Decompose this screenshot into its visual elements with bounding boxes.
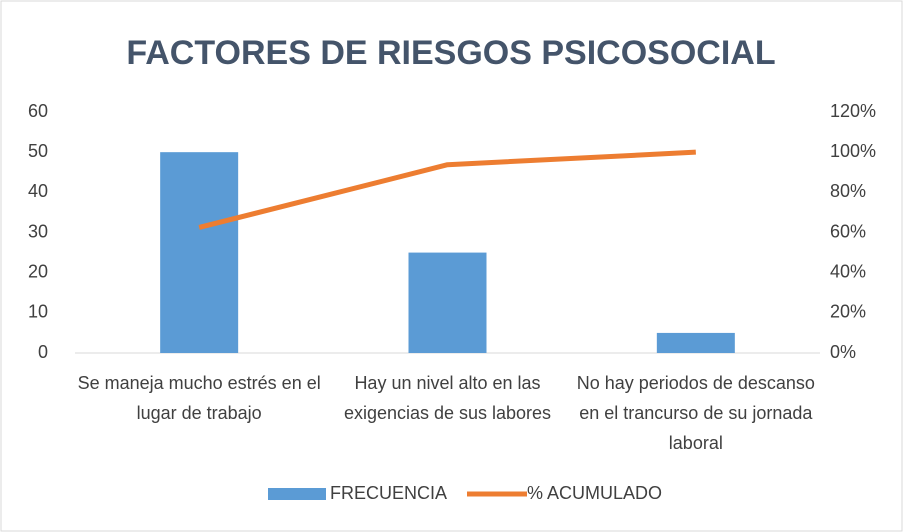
chart-title: FACTORES DE RIESGOS PSICOSOCIAL bbox=[126, 34, 775, 72]
y-tick-label: 10 bbox=[28, 302, 48, 322]
bar bbox=[656, 332, 735, 353]
bar bbox=[160, 152, 239, 353]
x-tick-label: Hay un nivel alto en las exigencias de s… bbox=[343, 373, 552, 423]
y-tick-label: 0 bbox=[38, 342, 48, 362]
line bbox=[198, 149, 696, 230]
x-tick-label: No hay periodos de descanso en el trancu… bbox=[576, 373, 815, 453]
y2-tick-label: 80% bbox=[830, 181, 866, 201]
y2-tick-label: 0% bbox=[830, 342, 856, 362]
y2-tick-label: 60% bbox=[830, 221, 866, 241]
y-tick-label: 60 bbox=[28, 101, 48, 121]
y2-tick-label: 40% bbox=[830, 261, 866, 281]
y2-tick-label: 20% bbox=[830, 302, 866, 322]
y-tick-label: 50 bbox=[28, 141, 48, 161]
y2-tick-label: 120% bbox=[830, 101, 876, 121]
y-tick-label: 20 bbox=[28, 261, 48, 281]
y-tick-label: 30 bbox=[28, 221, 48, 241]
legend-swatch bbox=[268, 488, 326, 500]
bar bbox=[408, 252, 487, 353]
legend-label: % ACUMULADO bbox=[527, 483, 662, 503]
x-tick-label: Se maneja mucho estrés en el lugar de tr… bbox=[77, 373, 321, 423]
y-tick-label: 40 bbox=[28, 181, 48, 201]
legend-label: FRECUENCIA bbox=[330, 483, 447, 503]
y2-tick-label: 100% bbox=[830, 141, 876, 161]
